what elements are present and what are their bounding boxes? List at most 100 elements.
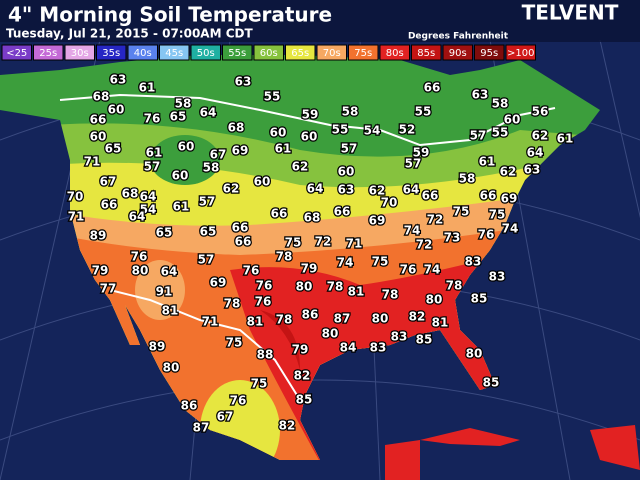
station-value: 68 (122, 187, 139, 201)
station-value: 78 (327, 280, 344, 294)
station-value: 74 (404, 224, 421, 238)
legend-label: <25 (6, 48, 27, 59)
station-value: 68 (304, 211, 321, 225)
station-value: 87 (334, 312, 351, 326)
station-value: 60 (108, 103, 125, 117)
station-value: 55 (415, 105, 432, 119)
legend-swatch (190, 44, 221, 61)
station-value: 61 (557, 132, 574, 146)
station-value: 61 (275, 142, 292, 156)
legend-label: 80s (386, 48, 404, 59)
station-value: 85 (483, 376, 500, 390)
legend-label: 95s (480, 48, 498, 59)
legend: <25 25s 30s 35s 40s 45s 50s 55s 60s 65s 70s 75s 80s 8… (1, 44, 536, 61)
station-value: 63 (338, 183, 355, 197)
station-value: 60 (270, 126, 287, 140)
station-value: 60 (504, 113, 521, 127)
station-value: 81 (247, 315, 264, 329)
station-value: 55 (332, 123, 349, 137)
station-value: 63 (110, 73, 127, 87)
station-value: 59 (302, 108, 319, 122)
legend-swatch (285, 44, 316, 61)
station-value: 71 (68, 210, 85, 224)
station-value: 64 (403, 183, 420, 197)
station-value: 78 (276, 313, 293, 327)
station-value: 68 (228, 121, 245, 135)
station-value: 78 (446, 279, 463, 293)
legend-swatch (348, 44, 379, 61)
station-value: 71 (84, 155, 101, 169)
station-value: 91 (156, 285, 173, 299)
station-value: 75 (285, 236, 302, 250)
station-value: 66 (334, 205, 351, 219)
station-value: 76 (255, 295, 272, 309)
station-value: 57 (341, 142, 358, 156)
station-value: 71 (202, 315, 219, 329)
station-value: 79 (92, 264, 109, 278)
station-value: 57 (405, 157, 422, 171)
station-value: 65 (170, 110, 187, 124)
station-value: 66 (101, 198, 118, 212)
station-value: 76 (400, 263, 417, 277)
station-value: 56 (532, 105, 549, 119)
border (109, 289, 301, 401)
station-value: 64 (129, 210, 146, 224)
station-value: 69 (369, 214, 386, 228)
station-value: 69 (210, 276, 227, 290)
station-value: 64 (307, 182, 324, 196)
legend-label: 50s (197, 48, 215, 59)
legend-swatch (1, 44, 32, 61)
station-value: 81 (162, 304, 179, 318)
station-value: 58 (175, 97, 192, 111)
station-value: 67 (210, 148, 227, 162)
station-value: 58 (342, 105, 359, 119)
station-value: 80 (296, 280, 313, 294)
legend-label: 70s (323, 48, 341, 59)
station-value: 70 (381, 196, 398, 210)
station-value: 66 (424, 81, 441, 95)
station-value: 72 (427, 213, 444, 227)
legend-label: >100 (507, 48, 534, 59)
station-value: 71 (346, 237, 363, 251)
station-value: 64 (140, 190, 157, 204)
station-value: 72 (416, 238, 433, 252)
legend-swatch (127, 44, 158, 61)
station-value: 58 (203, 161, 220, 175)
station-value: 80 (322, 327, 339, 341)
station-value: 69 (232, 144, 249, 158)
station-value: 54 (364, 124, 381, 138)
station-value: 68 (93, 90, 110, 104)
station-value: 63 (235, 75, 252, 89)
station-value: 79 (292, 343, 309, 357)
station-value: 61 (139, 81, 156, 95)
station-value: 76 (230, 394, 247, 408)
station-value: 86 (302, 308, 319, 322)
station-value: 79 (301, 262, 318, 276)
station-value: 62 (532, 129, 549, 143)
station-value: 66 (235, 235, 252, 249)
station-value: 58 (459, 172, 476, 186)
station-value: 72 (315, 235, 332, 249)
station-value: 64 (161, 265, 178, 279)
station-value: 87 (193, 421, 210, 435)
legend-swatch (159, 44, 190, 61)
station-value: 52 (399, 123, 416, 137)
station-value: 62 (223, 182, 240, 196)
station-value: 65 (105, 142, 122, 156)
station-value: 80 (466, 347, 483, 361)
station-value: 66 (232, 221, 249, 235)
station-value: 83 (391, 330, 408, 344)
station-value: 75 (251, 377, 268, 391)
station-value: 74 (502, 222, 519, 236)
station-value: 88 (257, 348, 274, 362)
station-value: 60 (301, 130, 318, 144)
station-value: 69 (501, 192, 518, 206)
station-value: 80 (132, 264, 149, 278)
legend-label: 40s (134, 48, 152, 59)
station-value: 81 (348, 285, 365, 299)
legend-swatch (253, 44, 284, 61)
station-value: 62 (369, 184, 386, 198)
station-value: 85 (471, 292, 488, 306)
station-value: 78 (382, 288, 399, 302)
